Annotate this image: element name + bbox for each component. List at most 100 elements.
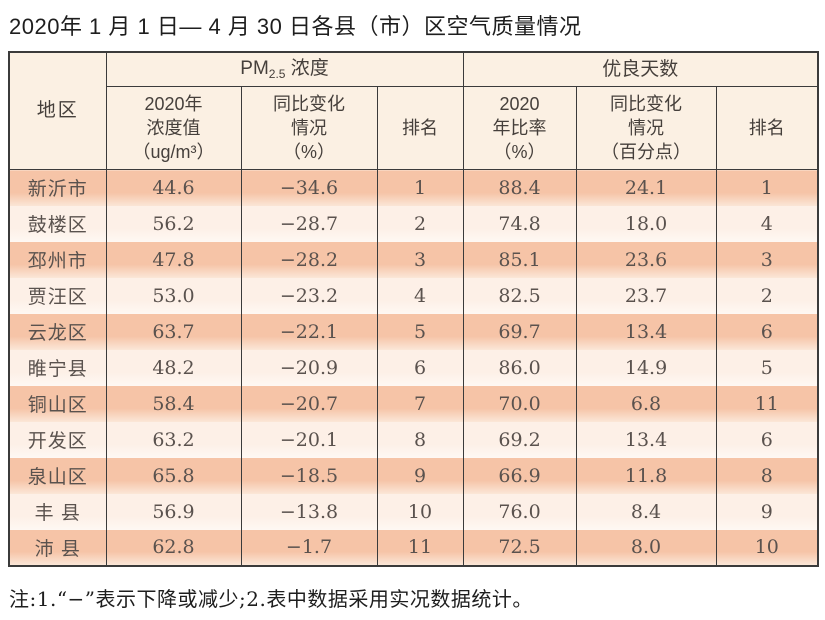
region-cell: 泉山区 bbox=[8, 457, 107, 494]
region-cell: 鼓楼区 bbox=[8, 205, 107, 242]
good-rate-cell: 86.0 bbox=[462, 349, 577, 386]
good-rate-cell: 66.9 bbox=[462, 457, 577, 494]
good-rate-cell: 72.5 bbox=[462, 529, 577, 566]
pm-change-cell: −20.7 bbox=[240, 385, 378, 422]
table-row: 鼓楼区 56.2 −28.7 2 74.8 18.0 4 bbox=[8, 205, 819, 242]
good-rate-cell: 70.0 bbox=[462, 385, 577, 422]
good-rate-cell: 85.1 bbox=[462, 241, 577, 278]
good-rank-cell: 5 bbox=[715, 349, 819, 386]
table-row: 云龙区 63.7 −22.1 5 69.7 13.4 6 bbox=[8, 313, 819, 350]
good-change-cell: 13.4 bbox=[575, 313, 717, 350]
table-row: 邳州市 47.8 −28.2 3 85.1 23.6 3 bbox=[8, 241, 819, 278]
pm2020-cell: 53.0 bbox=[105, 277, 242, 314]
good-rate-cell: 69.2 bbox=[462, 421, 577, 458]
pm2020-cell: 56.9 bbox=[105, 493, 242, 530]
column-header-pm-change: 同比变化 情况 （%） bbox=[240, 86, 378, 171]
pm-rank-cell: 8 bbox=[376, 421, 464, 458]
pm2020-cell: 63.2 bbox=[105, 421, 242, 458]
good-change-cell: 23.6 bbox=[575, 241, 717, 278]
good-change-cell: 14.9 bbox=[575, 349, 717, 386]
good-rank-cell: 9 bbox=[715, 493, 819, 530]
pm2020-cell: 58.4 bbox=[105, 385, 242, 422]
region-cell: 沛 县 bbox=[8, 529, 107, 566]
pm-change-cell: −20.1 bbox=[240, 421, 378, 458]
pm-rank-cell: 3 bbox=[376, 241, 464, 278]
table-row: 沛 县 62.8 −1.7 11 72.5 8.0 10 bbox=[8, 529, 819, 566]
pm-rank-cell: 1 bbox=[376, 169, 464, 206]
table-row: 铜山区 58.4 −20.7 7 70.0 6.8 11 bbox=[8, 385, 819, 422]
good-rate-cell: 82.5 bbox=[462, 277, 577, 314]
region-cell: 铜山区 bbox=[8, 385, 107, 422]
pm25-label-subscript: 2.5 bbox=[268, 67, 286, 82]
column-header-good-rate: 2020 年比率 （%） bbox=[462, 86, 577, 171]
good-rate-cell: 74.8 bbox=[462, 205, 577, 242]
pm-change-cell: −20.9 bbox=[240, 349, 378, 386]
column-header-good-rank: 排名 bbox=[715, 86, 819, 171]
region-cell: 新沂市 bbox=[8, 169, 107, 206]
pm-change-cell: −23.2 bbox=[240, 277, 378, 314]
good-change-cell: 8.0 bbox=[575, 529, 717, 566]
pm2020-cell: 56.2 bbox=[105, 205, 242, 242]
good-rank-cell: 6 bbox=[715, 313, 819, 350]
pm-change-cell: −28.7 bbox=[240, 205, 378, 242]
pm-rank-cell: 4 bbox=[376, 277, 464, 314]
pm-rank-cell: 7 bbox=[376, 385, 464, 422]
pm-rank-cell: 6 bbox=[376, 349, 464, 386]
pm2020-cell: 47.8 bbox=[105, 241, 242, 278]
pm-change-cell: −28.2 bbox=[240, 241, 378, 278]
column-header-pm-rank: 排名 bbox=[376, 86, 464, 171]
pm-rank-cell: 11 bbox=[376, 529, 464, 566]
region-cell: 云龙区 bbox=[8, 313, 107, 350]
column-header-pm-value: 2020年 浓度值 （ug/m³） bbox=[105, 86, 242, 171]
table-row: 贾汪区 53.0 −23.2 4 82.5 23.7 2 bbox=[8, 277, 819, 314]
table-row: 丰 县 56.9 −13.8 10 76.0 8.4 9 bbox=[8, 493, 819, 530]
region-cell: 邳州市 bbox=[8, 241, 107, 278]
pm-change-cell: −1.7 bbox=[240, 529, 378, 566]
good-rank-cell: 3 bbox=[715, 241, 819, 278]
pm2020-cell: 44.6 bbox=[105, 169, 242, 206]
good-change-cell: 6.8 bbox=[575, 385, 717, 422]
good-change-cell: 24.1 bbox=[575, 169, 717, 206]
good-rank-cell: 8 bbox=[715, 457, 819, 494]
page-title: 2020年 1 月 1 日— 4 月 30 日各县（市）区空气质量情况 bbox=[9, 14, 582, 39]
pm-change-cell: −34.6 bbox=[240, 169, 378, 206]
good-change-cell: 8.4 bbox=[575, 493, 717, 530]
good-change-cell: 13.4 bbox=[575, 421, 717, 458]
column-group-pm25: PM2.5 浓度 bbox=[105, 51, 464, 88]
good-change-cell: 18.0 bbox=[575, 205, 717, 242]
pm-change-cell: −18.5 bbox=[240, 457, 378, 494]
table-row: 睢宁县 48.2 −20.9 6 86.0 14.9 5 bbox=[8, 349, 819, 386]
good-rank-cell: 6 bbox=[715, 421, 819, 458]
footnote: 注:1.“−”表示下降或减少;2.表中数据采用实况数据统计。 bbox=[9, 586, 533, 611]
pm-change-cell: −13.8 bbox=[240, 493, 378, 530]
good-change-cell: 11.8 bbox=[575, 457, 717, 494]
pm-rank-cell: 5 bbox=[376, 313, 464, 350]
good-rank-cell: 11 bbox=[715, 385, 819, 422]
good-rank-cell: 1 bbox=[715, 169, 819, 206]
header-group-row: 地区 PM2.5 浓度 优良天数 bbox=[8, 51, 819, 171]
air-quality-table: 地区 PM2.5 浓度 优良天数 2020年 浓度值 （ug/m³） 同比变化 … bbox=[8, 50, 820, 567]
column-header-good-change: 同比变化 情况 （百分点） bbox=[575, 86, 717, 171]
region-cell: 丰 县 bbox=[8, 493, 107, 530]
region-cell: 睢宁县 bbox=[8, 349, 107, 386]
pm2020-cell: 63.7 bbox=[105, 313, 242, 350]
good-rank-cell: 10 bbox=[715, 529, 819, 566]
pm2020-cell: 62.8 bbox=[105, 529, 242, 566]
table-row: 泉山区 65.8 −18.5 9 66.9 11.8 8 bbox=[8, 457, 819, 494]
pm-change-cell: −22.1 bbox=[240, 313, 378, 350]
table-row: 开发区 63.2 −20.1 8 69.2 13.4 6 bbox=[8, 421, 819, 458]
region-cell: 贾汪区 bbox=[8, 277, 107, 314]
good-rank-cell: 2 bbox=[715, 277, 819, 314]
good-rate-cell: 76.0 bbox=[462, 493, 577, 530]
table-row: 新沂市 44.6 −34.6 1 88.4 24.1 1 bbox=[8, 169, 819, 206]
good-rate-cell: 88.4 bbox=[462, 169, 577, 206]
region-cell: 开发区 bbox=[8, 421, 107, 458]
good-rate-cell: 69.7 bbox=[462, 313, 577, 350]
pm25-label-prefix: PM bbox=[240, 58, 269, 80]
header-sub-row: 2020年 浓度值 （ug/m³） 同比变化 情况 （%） 排名 2020 年比… bbox=[9, 86, 819, 171]
pm-rank-cell: 10 bbox=[376, 493, 464, 530]
good-rank-cell: 4 bbox=[715, 205, 819, 242]
pm-rank-cell: 9 bbox=[376, 457, 464, 494]
pm-rank-cell: 2 bbox=[376, 205, 464, 242]
good-change-cell: 23.7 bbox=[575, 277, 717, 314]
